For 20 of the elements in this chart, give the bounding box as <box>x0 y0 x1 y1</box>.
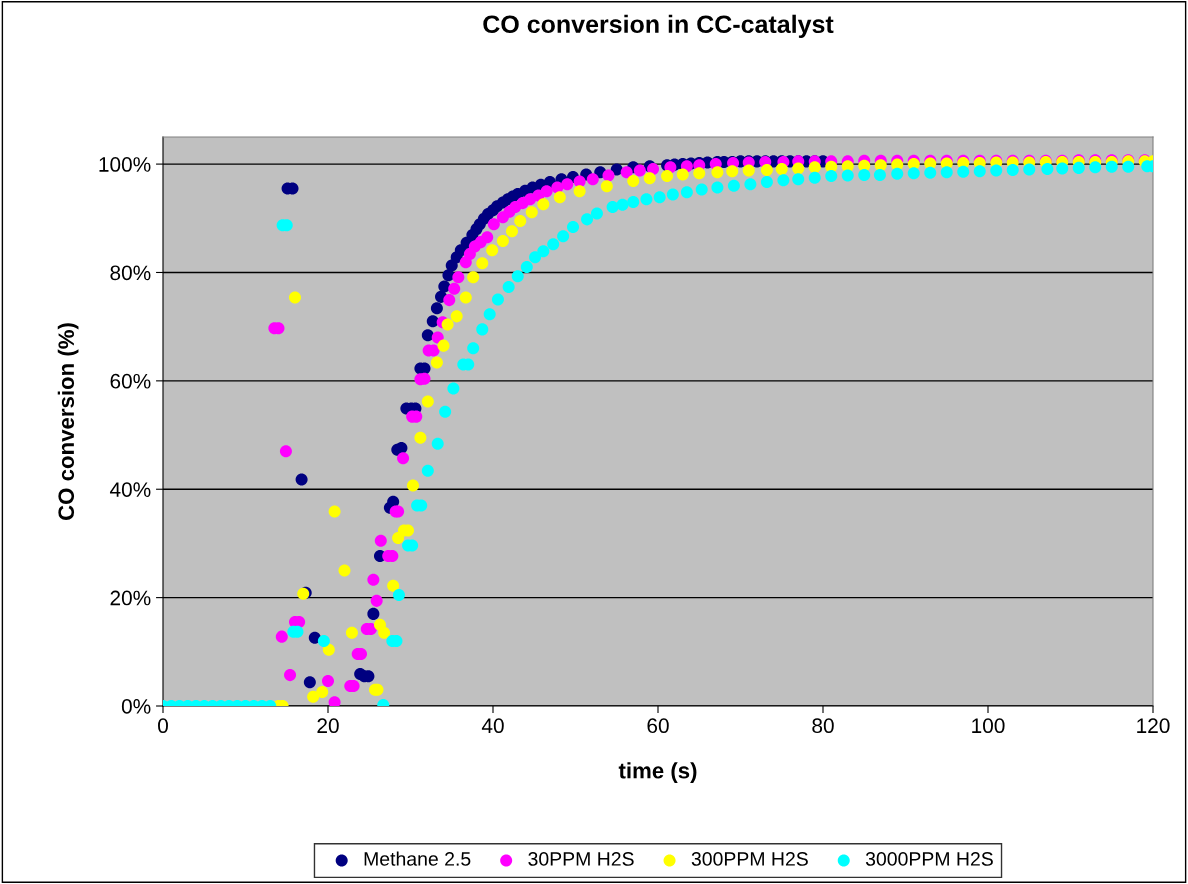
x-tick-label: 80 <box>812 718 834 734</box>
x-tick-label: 120 <box>1137 718 1170 734</box>
legend-label: 30PPM H2S <box>528 852 634 866</box>
y-tick-label: 20% <box>110 590 151 606</box>
y-axis-title: CO conversion (%) <box>57 323 79 520</box>
chart-title: CO conversion in CC-catalyst <box>483 14 834 39</box>
x-tick-label: 100 <box>972 718 1005 734</box>
x-axis-title: time (s) <box>618 762 697 783</box>
x-tick-label: 20 <box>317 718 339 734</box>
y-tick-label: 60% <box>110 373 151 389</box>
y-tick-label: 0% <box>121 699 151 714</box>
legend-label: 300PPM H2S <box>691 852 808 866</box>
x-tick-label: 60 <box>647 718 669 734</box>
y-tick-label: 80% <box>110 265 151 281</box>
x-tick-label: 0 <box>158 718 168 734</box>
legend-label: Methane 2.5 <box>364 851 471 866</box>
x-tick-label: 40 <box>481 718 504 734</box>
legend-label: 3000PPM H2S <box>865 852 993 866</box>
y-tick-label: 100% <box>99 157 151 172</box>
y-tick-label: 40% <box>109 482 151 497</box>
